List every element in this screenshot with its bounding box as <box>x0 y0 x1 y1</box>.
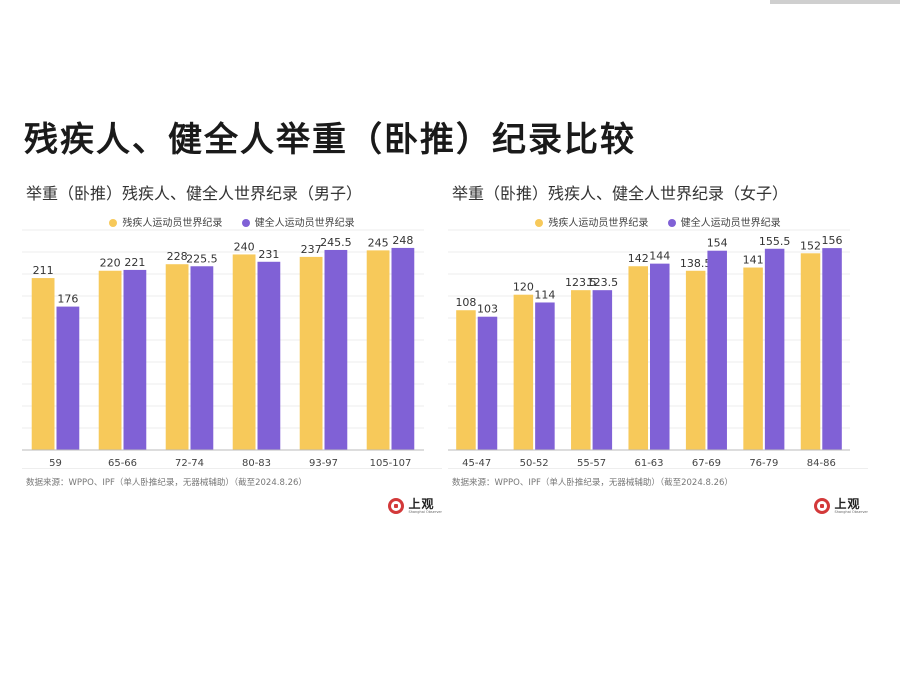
data-label: 245 <box>368 236 389 249</box>
bar-ablebodied <box>822 248 842 450</box>
data-label: 123.5 <box>587 276 619 289</box>
x-tick-label: 50-52 <box>520 458 549 469</box>
data-label: 176 <box>57 293 78 306</box>
x-tick-label: 59 <box>49 458 62 469</box>
page-title: 残疾人、健全人举重（卧推）纪录比较 <box>24 120 636 160</box>
legend-label-ablebodied: 健全人运动员世界纪录 <box>680 218 781 229</box>
legend-swatch-disabled <box>109 219 118 227</box>
bar-ablebodied <box>650 263 670 450</box>
bar-disabled <box>299 256 323 450</box>
bar-disabled <box>513 294 534 450</box>
logo-men: 上观 Shanghai Observer <box>388 498 442 515</box>
x-tick-label: 72-74 <box>175 458 204 469</box>
source-note-women: 数据来源：WPPO、IPF（单人卧推纪录，无器械辅助）（截至2024.8.26） <box>452 478 733 488</box>
bar-ablebodied <box>391 247 415 450</box>
logo-icon <box>388 498 405 515</box>
x-tick-label: 80-83 <box>242 458 271 469</box>
legend-item-disabled: 残疾人运动员世界纪录 <box>535 214 648 229</box>
legend-label-disabled: 残疾人运动员世界纪录 <box>548 218 649 229</box>
bar-disabled <box>98 270 122 450</box>
data-label: 155.5 <box>759 235 791 248</box>
x-tick-label: 55-57 <box>577 458 606 469</box>
logo-cn: 上观 <box>834 497 861 511</box>
legend-label-ablebodied: 健全人运动员世界纪录 <box>254 218 355 229</box>
source-divider <box>22 468 442 469</box>
legend-item-disabled: 残疾人运动员世界纪录 <box>109 214 222 229</box>
top-bar <box>770 0 900 4</box>
data-label: 211 <box>33 264 54 277</box>
data-label: 120 <box>513 281 534 294</box>
legend-men: 残疾人运动员世界纪录 健全人运动员世界纪录 <box>22 214 442 229</box>
bar-ablebodied <box>707 250 727 450</box>
data-label: 228 <box>167 250 188 263</box>
data-label: 142 <box>628 252 649 265</box>
data-label: 240 <box>234 240 255 253</box>
bar-ablebodied <box>764 248 785 450</box>
data-label: 108 <box>455 296 476 309</box>
bar-disabled <box>232 254 256 450</box>
bar-disabled <box>366 250 390 450</box>
logo-en: Shanghai Observer <box>834 510 868 514</box>
bar-ablebodied <box>535 302 555 450</box>
data-label: 152 <box>800 239 821 252</box>
source-divider <box>448 468 868 469</box>
legend-swatch-disabled <box>535 219 544 227</box>
chart-panel-men: 举重（卧推）残疾人、健全人世界纪录（男子） 残疾人运动员世界纪录 健全人运动员世… <box>22 180 442 525</box>
data-label: 225.5 <box>186 252 218 265</box>
source-note-men: 数据来源：WPPO、IPF（单人卧推纪录，无器械辅助）（截至2024.8.26） <box>26 478 307 488</box>
chart-panel-women: 举重（卧推）残疾人、健全人世界纪录（女子） 残疾人运动员世界纪录 健全人运动员世… <box>448 180 868 525</box>
bar-disabled <box>628 266 648 450</box>
x-tick-label: 76-79 <box>749 458 778 469</box>
data-label: 248 <box>392 234 413 247</box>
data-label: 245.5 <box>320 236 352 249</box>
x-tick-label: 61-63 <box>634 458 663 469</box>
data-label: 156 <box>822 234 843 247</box>
data-label: 103 <box>477 303 498 316</box>
data-label: 221 <box>124 256 145 269</box>
bar-disabled <box>743 267 763 450</box>
x-tick-label: 45-47 <box>462 458 491 469</box>
data-label: 114 <box>534 288 555 301</box>
bar-ablebodied <box>257 261 281 450</box>
data-label: 220 <box>100 257 121 270</box>
bar-ablebodied <box>324 249 348 450</box>
legend-swatch-ablebodied <box>241 219 250 227</box>
legend-item-ablebodied: 健全人运动员世界纪录 <box>241 214 355 229</box>
x-tick-label: 65-66 <box>108 458 137 469</box>
bar-ablebodied <box>477 316 498 450</box>
x-tick-label: 105-107 <box>370 458 412 469</box>
legend-women: 残疾人运动员世界纪录 健全人运动员世界纪录 <box>448 214 868 229</box>
bar-disabled <box>571 290 591 450</box>
chart-title-men: 举重（卧推）残疾人、健全人世界纪录（男子） <box>26 184 363 203</box>
bar-disabled <box>31 278 55 450</box>
data-label: 144 <box>649 250 670 263</box>
x-tick-label: 84-86 <box>807 458 836 469</box>
legend-item-ablebodied: 健全人运动员世界纪录 <box>667 214 781 229</box>
bar-disabled <box>165 264 189 450</box>
data-label: 138.5 <box>680 257 712 270</box>
bar-ablebodied <box>123 269 147 450</box>
logo-women: 上观 Shanghai Observer <box>814 498 868 515</box>
data-label: 141 <box>743 254 764 267</box>
chart-title-women: 举重（卧推）残疾人、健全人世界纪录（女子） <box>452 184 789 203</box>
logo-cn: 上观 <box>408 497 435 511</box>
bar-disabled <box>456 310 476 450</box>
bar-ablebodied <box>190 266 214 450</box>
bar-ablebodied <box>56 306 80 450</box>
data-label: 123.5 <box>565 276 597 289</box>
x-tick-label: 93-97 <box>309 458 338 469</box>
bar-ablebodied <box>592 290 613 450</box>
data-label: 237 <box>301 243 322 256</box>
x-tick-label: 67-69 <box>692 458 721 469</box>
bar-disabled <box>685 270 706 450</box>
data-label: 231 <box>258 248 279 261</box>
bar-disabled <box>800 253 821 450</box>
logo-en: Shanghai Observer <box>408 510 442 514</box>
data-label: 154 <box>707 237 728 250</box>
legend-swatch-ablebodied <box>667 219 676 227</box>
logo-icon <box>814 498 831 515</box>
legend-label-disabled: 残疾人运动员世界纪录 <box>122 218 223 229</box>
